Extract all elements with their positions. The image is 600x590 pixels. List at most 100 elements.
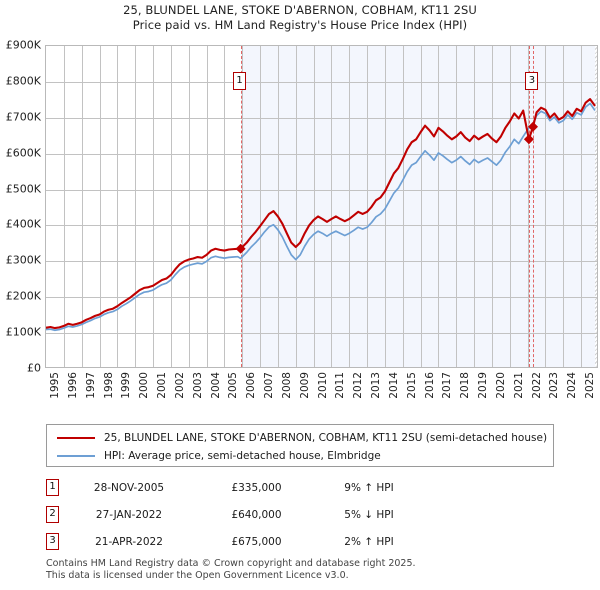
transaction-date: 27-JAN-2022: [95, 508, 163, 521]
y-axis-tick-label: £700K: [5, 110, 41, 124]
gridline: [153, 46, 154, 367]
gridline: [314, 46, 315, 367]
y-axis-tick-label: £400K: [5, 217, 41, 231]
gridline: [456, 46, 457, 367]
gridline: [296, 46, 297, 367]
x-axis-tick-label: 2006: [245, 372, 258, 399]
transaction-hpi-delta: 9% ↑ HPI: [344, 481, 394, 494]
transaction-point-marker[interactable]: [235, 243, 246, 254]
x-axis-tick-label: 2020: [494, 372, 507, 399]
event-badge-1[interactable]: 1: [233, 72, 247, 90]
gridline: [64, 46, 65, 367]
x-axis-tick-label: 2010: [316, 372, 329, 399]
gridline: [331, 46, 332, 367]
transaction-index-badge: 2: [46, 506, 59, 523]
y-axis-tick-label: £300K: [5, 253, 41, 267]
y-axis-tick-label: £900K: [5, 38, 41, 52]
chart-legend: 25, BLUNDEL LANE, STOKE D'ABERNON, COBHA…: [46, 424, 554, 467]
event-marker-line: [240, 46, 242, 367]
gridline: [189, 46, 190, 367]
y-axis-tick-label: £800K: [5, 74, 41, 88]
title-subtitle: Price paid vs. HM Land Registry's House …: [132, 18, 468, 32]
transaction-index-badge: 3: [46, 533, 59, 550]
x-axis-tick-label: 2019: [477, 372, 490, 399]
gridline: [260, 46, 261, 367]
gridline: [492, 46, 493, 367]
gridline: [278, 46, 279, 367]
transaction-hpi-delta: 2% ↑ HPI: [344, 535, 394, 548]
table-row[interactable]: 3 21-APR-2022 £675,000 2% ↑ HPI: [46, 528, 466, 555]
legend-swatch-blue-icon: [57, 455, 95, 457]
gridline: [242, 46, 243, 367]
x-axis-tick-label: 2015: [405, 372, 418, 399]
y-axis-tick-label: £200K: [5, 289, 41, 303]
event-badge-3[interactable]: 3: [525, 72, 539, 90]
x-axis-tick-label: 2024: [566, 372, 579, 399]
gridline: [46, 261, 597, 262]
gridline: [46, 297, 597, 298]
transaction-date: 21-APR-2022: [95, 535, 163, 548]
transaction-price: £675,000: [231, 535, 282, 548]
gridline: [100, 46, 101, 367]
x-axis-tick-label: 2018: [459, 372, 472, 399]
gridline: [403, 46, 404, 367]
y-axis-tick-label: £500K: [5, 182, 41, 196]
forecast-hatched-region: [595, 46, 597, 367]
post-purchase-shading: [240, 46, 597, 367]
legend-label-hpi: HPI: Average price, semi-detached house,…: [104, 450, 381, 462]
x-axis-tick-label: 2023: [548, 372, 561, 399]
gridline: [46, 333, 597, 334]
x-axis-tick-label: 2013: [370, 372, 383, 399]
event-marker-line: [532, 46, 534, 367]
x-axis-tick-label: 1998: [102, 372, 115, 399]
x-axis-tick-label: 2001: [156, 372, 169, 399]
x-axis-tick-label: 2007: [263, 372, 276, 399]
x-axis-tick-label: 2008: [280, 372, 293, 399]
footer-line-2: This data is licensed under the Open Gov…: [46, 569, 349, 581]
legend-swatch-red-icon: [57, 437, 95, 439]
x-axis-tick-label: 1996: [66, 372, 79, 399]
title-address: 25, BLUNDEL LANE, STOKE D'ABERNON, COBHA…: [123, 3, 477, 17]
x-axis-tick-label: 2003: [191, 372, 204, 399]
gridline: [224, 46, 225, 367]
series-line: [46, 98, 596, 330]
x-axis-tick-label: 2025: [584, 372, 597, 399]
gridline: [421, 46, 422, 367]
gridline: [46, 154, 597, 155]
x-axis-tick-label: 2011: [334, 372, 347, 399]
gridline: [46, 82, 597, 83]
legend-item-hpi: HPI: Average price, semi-detached house,…: [53, 447, 547, 465]
footer-line-1: Contains HM Land Registry data © Crown c…: [46, 558, 416, 569]
legend-label-price-paid: 25, BLUNDEL LANE, STOKE D'ABERNON, COBHA…: [104, 432, 548, 444]
table-row[interactable]: 2 27-JAN-2022 £640,000 5% ↓ HPI: [46, 501, 466, 528]
gridline: [581, 46, 582, 367]
gridline: [171, 46, 172, 367]
x-axis-tick-label: 2000: [138, 372, 151, 399]
gridline: [545, 46, 546, 367]
legend-item-price-paid: 25, BLUNDEL LANE, STOKE D'ABERNON, COBHA…: [53, 429, 547, 447]
transactions-table: 1 28-NOV-2005 £335,000 9% ↑ HPI 2 27-JAN-2022…: [46, 474, 466, 555]
series-lines: [46, 98, 596, 332]
gridline: [510, 46, 511, 367]
x-axis-tick-label: 2014: [387, 372, 400, 399]
table-row[interactable]: 1 28-NOV-2005 £335,000 9% ↑ HPI: [46, 474, 466, 501]
y-axis-tick-label: £600K: [5, 146, 41, 160]
x-axis-tick-label: 2016: [423, 372, 436, 399]
footer-attribution: Contains HM Land Registry data © Crown c…: [46, 558, 586, 581]
page-title: 25, BLUNDEL LANE, STOKE D'ABERNON, COBHA…: [0, 3, 600, 33]
gridline: [46, 118, 597, 119]
y-axis: £0 £100K £200K £300K £400K £500K £600K £700K £80…: [0, 39, 43, 375]
gridline: [528, 46, 529, 367]
x-axis-tick-label: 1995: [49, 372, 61, 399]
transaction-point-marker[interactable]: [523, 134, 534, 145]
transaction-index-badge: 1: [46, 479, 59, 496]
x-axis-tick-label: 1997: [84, 372, 97, 399]
x-axis-tick-label: 2012: [352, 372, 365, 399]
x-axis-tick-label: 2017: [441, 372, 454, 399]
chart-plot-area: [45, 45, 598, 368]
x-axis-tick-label: 2021: [512, 372, 525, 399]
transaction-point-marker[interactable]: [527, 121, 538, 132]
x-axis-tick-label: 2022: [530, 372, 543, 399]
transaction-price: £640,000: [231, 508, 282, 521]
y-axis-tick-label: £0: [27, 361, 41, 375]
